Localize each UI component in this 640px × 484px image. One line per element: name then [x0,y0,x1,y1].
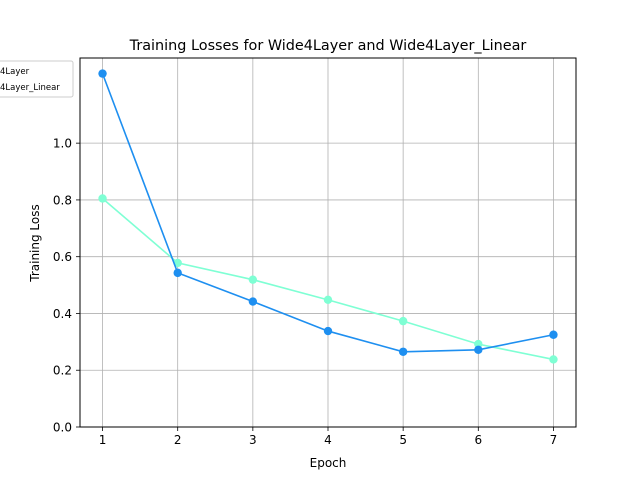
tick-layer: 1 2 3 4 5 6 7 0.0 0.2 0.4 0.6 0.8 1.0 [53,137,557,447]
y-tick-label: 0.6 [53,250,72,264]
y-tick-label: 0.0 [53,421,72,435]
data-point-wide4layer-linear [323,295,333,305]
x-axis-label: Epoch [310,456,347,470]
x-tick-label: 1 [99,433,107,447]
y-tick-label: 1.0 [53,137,72,151]
data-point-wide4layer-linear [248,275,258,284]
legend: 4Layer 4Layer_Linear [0,60,74,98]
y-tick-label: 0.8 [53,193,72,207]
data-point-wide4layer [98,69,107,78]
data-point-wide4layer [248,297,258,306]
x-tick-label: 4 [324,433,332,447]
data-point-wide4layer [474,345,483,354]
x-tick-label: 3 [249,433,257,447]
data-point-wide4layer-linear [398,316,408,326]
data-point-wide4layer [173,268,182,278]
chart-title: Training Losses for Wide4Layer and Wide4… [129,38,527,54]
data-point-wide4layer [549,330,558,339]
grid-lines [80,58,576,428]
legend-label-wide4layer-linear: 4Layer_Linear [0,83,60,93]
y-tick-label: 0.2 [53,364,72,378]
data-point-wide4layer-linear [549,355,558,364]
x-tick-label: 2 [174,433,182,447]
legend-label-wide4layer: 4Layer [0,67,30,77]
data-point-wide4layer [323,326,333,336]
x-tick-label: 6 [474,433,482,447]
series-layer [98,69,558,364]
legend-box [0,60,74,98]
data-point-wide4layer [398,347,408,356]
y-axis-label: Training Loss [28,204,42,282]
y-tick-label: 0.4 [53,307,72,321]
x-tick-label: 5 [399,433,407,447]
data-point-wide4layer-linear [98,194,107,203]
x-tick-label: 7 [550,433,558,447]
